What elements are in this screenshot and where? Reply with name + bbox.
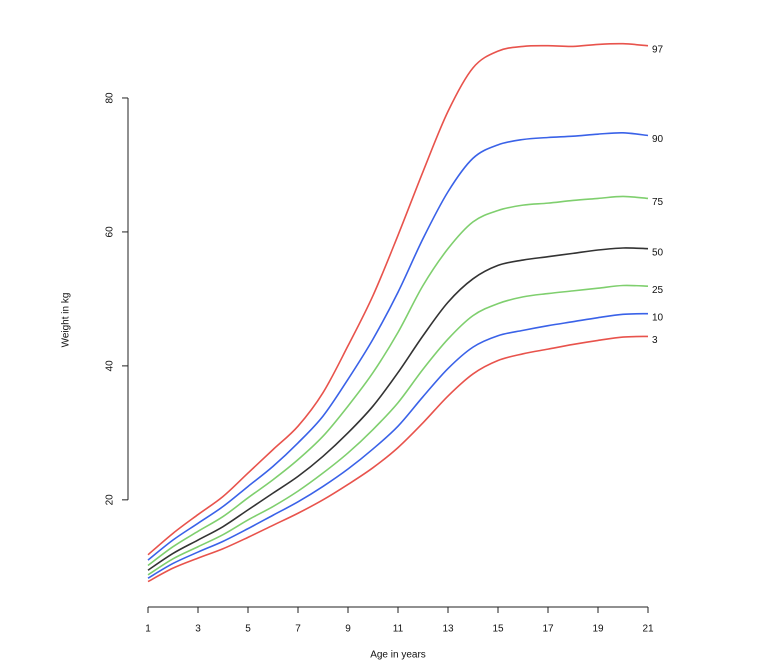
series-line xyxy=(147,131,649,561)
series-line xyxy=(147,42,649,556)
series-line xyxy=(147,312,649,579)
x-tick-label: 21 xyxy=(642,624,654,635)
series-line xyxy=(147,335,649,583)
x-axis-label: Age in years xyxy=(370,650,426,661)
series-label: 50 xyxy=(652,247,664,258)
x-tick-label: 9 xyxy=(345,624,351,635)
series-label: 75 xyxy=(652,197,664,208)
y-axis-label: Weight in kg xyxy=(61,293,72,348)
x-tick-label: 5 xyxy=(245,624,251,635)
series-label: 10 xyxy=(652,312,664,323)
x-tick-label: 13 xyxy=(442,624,454,635)
y-tick-label: 60 xyxy=(105,226,116,238)
y-tick-label: 40 xyxy=(105,360,116,372)
x-tick-label: 19 xyxy=(592,624,604,635)
series-label: 3 xyxy=(652,335,658,346)
x-tick-label: 1 xyxy=(145,624,151,635)
series-label: 25 xyxy=(652,285,664,296)
series-line xyxy=(147,247,649,571)
series-label: 97 xyxy=(652,44,664,55)
series-label: 90 xyxy=(652,134,664,145)
x-tick-label: 7 xyxy=(295,624,301,635)
y-tick-label: 80 xyxy=(105,92,116,104)
x-tick-label: 17 xyxy=(542,624,554,635)
x-tick-label: 3 xyxy=(195,624,201,635)
series-line xyxy=(147,284,649,576)
series-line xyxy=(147,195,649,567)
x-tick-label: 15 xyxy=(492,624,504,635)
x-tick-label: 11 xyxy=(393,624,404,635)
y-tick-label: 20 xyxy=(105,494,116,506)
